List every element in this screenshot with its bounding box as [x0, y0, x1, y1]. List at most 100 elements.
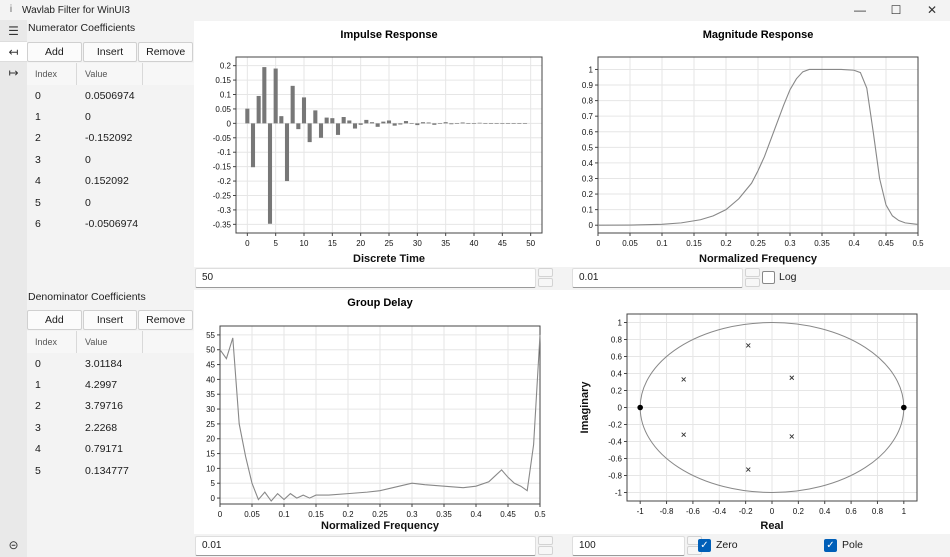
- impulse-length-up-button[interactable]: [538, 268, 553, 277]
- magnitude-step-input[interactable]: 0.01: [572, 268, 743, 288]
- impulse-bar: [403, 121, 409, 124]
- x-tick-label: 0.3: [406, 510, 418, 519]
- table-row[interactable]: 6 -0.0506974: [27, 213, 194, 234]
- impulse-bar: [256, 95, 261, 124]
- impulse-bar: [341, 117, 346, 124]
- y-tick-label: -0.05: [213, 134, 232, 143]
- impulse-bar: [262, 67, 267, 124]
- impulse-bar: [364, 119, 369, 124]
- denominator-table-body: 0 3.01184 1 4.2997 2 3.79716 3 2.2268 4 0.79171 5 0…: [27, 353, 194, 481]
- y-tick-label: -1: [615, 489, 623, 498]
- y-tick-label: 0.1: [582, 206, 594, 215]
- value-cell[interactable]: 0.152092: [85, 175, 129, 188]
- value-cell[interactable]: 0.134777: [85, 464, 129, 477]
- impulse-length-input[interactable]: 50: [195, 268, 536, 288]
- column-header-index[interactable]: Index: [27, 331, 77, 353]
- title-bar: i Wavlab Filter for WinUI3 — ☐ ✕: [0, 0, 950, 20]
- value-cell[interactable]: 3.01184: [85, 357, 123, 370]
- magnitude-step-down-button[interactable]: [745, 278, 760, 287]
- impulse-bar: [318, 123, 324, 138]
- pole-marker: [681, 432, 687, 438]
- impulse-bar: [466, 123, 471, 124]
- minimize-button[interactable]: —: [854, 3, 866, 17]
- numerator-remove-button[interactable]: Remove: [138, 42, 194, 62]
- menu-icon[interactable]: ☰: [8, 23, 19, 38]
- arrow-left-bar-icon[interactable]: ↤: [0, 41, 27, 62]
- numerator-insert-button[interactable]: Insert: [82, 42, 138, 62]
- denominator-remove-button[interactable]: Remove: [138, 310, 194, 330]
- x-tick-label: 5: [273, 239, 278, 248]
- x-tick-label: 30: [413, 239, 422, 248]
- group-delay-step-down-button[interactable]: [538, 546, 553, 555]
- value-cell[interactable]: -0.152092: [85, 132, 133, 145]
- pole-marker: [789, 434, 795, 439]
- table-row[interactable]: 2 3.79716: [27, 396, 194, 417]
- table-row[interactable]: 0 3.01184: [27, 353, 194, 374]
- numerator-add-button[interactable]: Add: [27, 42, 82, 62]
- table-row[interactable]: 3 2.2268: [27, 417, 194, 438]
- value-cell[interactable]: 0: [85, 196, 91, 209]
- y-tick-label: -0.2: [217, 177, 231, 186]
- y-tick-label: 0.7: [582, 112, 594, 121]
- column-header-index[interactable]: Index: [27, 63, 77, 85]
- zero-marker: [637, 404, 643, 411]
- x-tick-label: 0.45: [878, 239, 894, 248]
- value-cell[interactable]: 0: [85, 111, 91, 124]
- impulse-bar: [471, 123, 477, 124]
- impulse-bar: [267, 123, 273, 224]
- impulse-bar: [432, 123, 437, 125]
- y-tick-label: 5: [211, 479, 216, 488]
- zero-checkbox[interactable]: ✓: [698, 539, 711, 552]
- pole-checkbox[interactable]: ✓: [824, 539, 837, 552]
- table-row[interactable]: 4 0.79171: [27, 439, 194, 460]
- x-tick-label: 0: [596, 239, 601, 248]
- column-header-value[interactable]: Value: [77, 63, 143, 85]
- denominator-add-button[interactable]: Add: [27, 310, 82, 330]
- denominator-insert-button[interactable]: Insert: [82, 310, 138, 330]
- x-tick-label: 50: [526, 239, 535, 248]
- pole-zero-resolution-input[interactable]: 100: [572, 536, 685, 556]
- y-tick-label: 0.15: [215, 76, 231, 85]
- y-tick-label: 0.4: [611, 370, 623, 379]
- impulse-bar: [358, 123, 363, 125]
- pole-label: Pole: [842, 539, 864, 551]
- value-cell[interactable]: 3.79716: [85, 400, 123, 413]
- x-tick-label: 0.25: [372, 510, 388, 519]
- value-cell[interactable]: 2.2268: [85, 421, 118, 434]
- arrow-right-bar-icon[interactable]: ↦: [8, 65, 19, 80]
- impulse-bar: [437, 123, 443, 124]
- value-cell[interactable]: 0: [85, 153, 91, 166]
- x-axis-label: Normalized Frequency: [321, 520, 440, 532]
- close-button[interactable]: ✕: [926, 3, 938, 17]
- group-delay-step-up-button[interactable]: [538, 536, 553, 545]
- column-header-value[interactable]: Value: [77, 331, 143, 353]
- magnitude-step-up-button[interactable]: [745, 268, 760, 277]
- navigation-rail: ☰ ↤ ↦ ⊝: [0, 20, 27, 557]
- value-cell[interactable]: 4.2997: [85, 379, 118, 392]
- table-row[interactable]: 0 0.0506974: [27, 85, 194, 106]
- impulse-bar: [330, 118, 335, 124]
- table-row[interactable]: 5 0.134777: [27, 460, 194, 481]
- value-cell[interactable]: 0.79171: [85, 443, 123, 456]
- value-cell[interactable]: -0.0506974: [85, 218, 139, 231]
- table-row[interactable]: 1 4.2997: [27, 374, 194, 395]
- link-icon[interactable]: ⊝: [8, 537, 19, 552]
- log-checkbox[interactable]: [762, 271, 775, 284]
- impulse-length-down-button[interactable]: [538, 278, 553, 287]
- table-row[interactable]: 4 0.152092: [27, 171, 194, 192]
- zero-marker: [901, 404, 907, 411]
- pole-marker: [745, 343, 751, 348]
- value-cell[interactable]: 0.0506974: [85, 89, 135, 102]
- x-tick-label: 0.25: [750, 239, 766, 248]
- table-row[interactable]: 2 -0.152092: [27, 128, 194, 149]
- y-tick-label: 45: [206, 361, 215, 370]
- x-tick-label: 0.15: [308, 510, 324, 519]
- impulse-response-chart: 0 5 10 15 20 25 30 35 40 45 50 0.2 0.15 0.1 0.05 0 -0.05…: [194, 21, 572, 267]
- series-line: [219, 334, 541, 502]
- group-delay-step-input[interactable]: 0.01: [195, 536, 536, 556]
- group-delay-chart: 0 0.05 0.1 0.15 0.2 0.25 0.3 0.35 0.4 0.45 0.5 0 5 10…: [194, 290, 572, 534]
- maximize-button[interactable]: ☐: [890, 3, 902, 17]
